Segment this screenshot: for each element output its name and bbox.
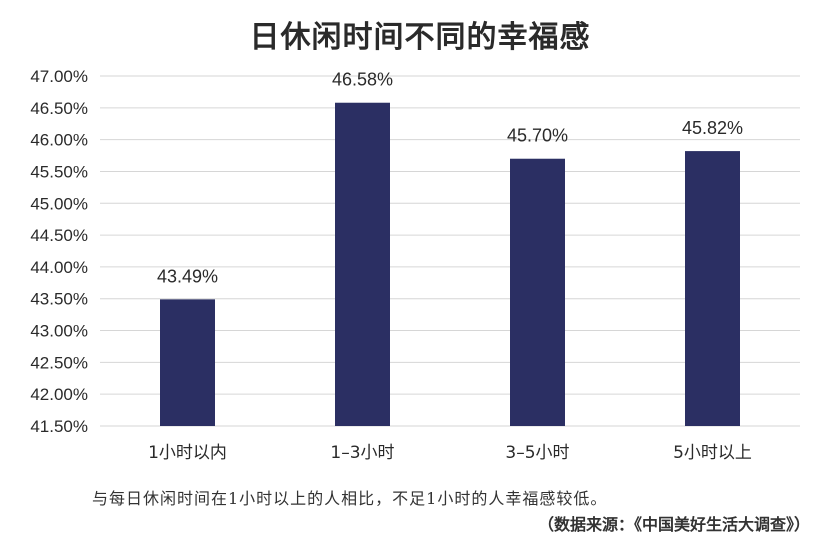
x-tick-label: 1–3小时: [330, 443, 394, 463]
y-tick-label: 42.00%: [30, 385, 88, 404]
y-tick-label: 44.00%: [30, 258, 88, 277]
data-label: 45.82%: [682, 118, 743, 138]
x-tick-label: 3–5小时: [505, 443, 569, 463]
y-tick-label: 42.50%: [30, 353, 88, 372]
chart-caption: 与每日休闲时间在1小时以上的人相比，不足1小时的人幸福感较低。: [92, 489, 608, 508]
y-tick-label: 46.00%: [30, 131, 88, 150]
y-tick-label: 47.00%: [30, 67, 88, 86]
y-tick-label: 43.00%: [30, 322, 88, 341]
y-tick-label: 46.50%: [30, 99, 88, 118]
bar: [335, 102, 390, 427]
data-label: 43.49%: [157, 266, 218, 286]
bar: [160, 299, 215, 426]
bar: [510, 158, 565, 426]
y-tick-label: 41.50%: [30, 417, 88, 436]
data-label: 45.70%: [507, 126, 568, 146]
chart-title: 日休闲时间不同的幸福感: [249, 20, 591, 55]
x-tick-label: 5小时以上: [673, 443, 752, 463]
x-tick-label: 1小时以内: [148, 443, 227, 463]
data-source: （数据来源：《中国美好生活大调查》）: [537, 515, 810, 534]
bar: [685, 151, 740, 426]
y-tick-label: 45.50%: [30, 162, 88, 181]
y-tick-label: 45.00%: [30, 194, 88, 213]
y-tick-label: 43.50%: [30, 290, 88, 309]
data-label: 46.58%: [332, 70, 393, 90]
bar-chart: 41.50% 42.00% 42.50% 43.00% 43.50% 44.00% 44.5…: [30, 67, 800, 463]
y-tick-label: 44.50%: [30, 226, 88, 245]
